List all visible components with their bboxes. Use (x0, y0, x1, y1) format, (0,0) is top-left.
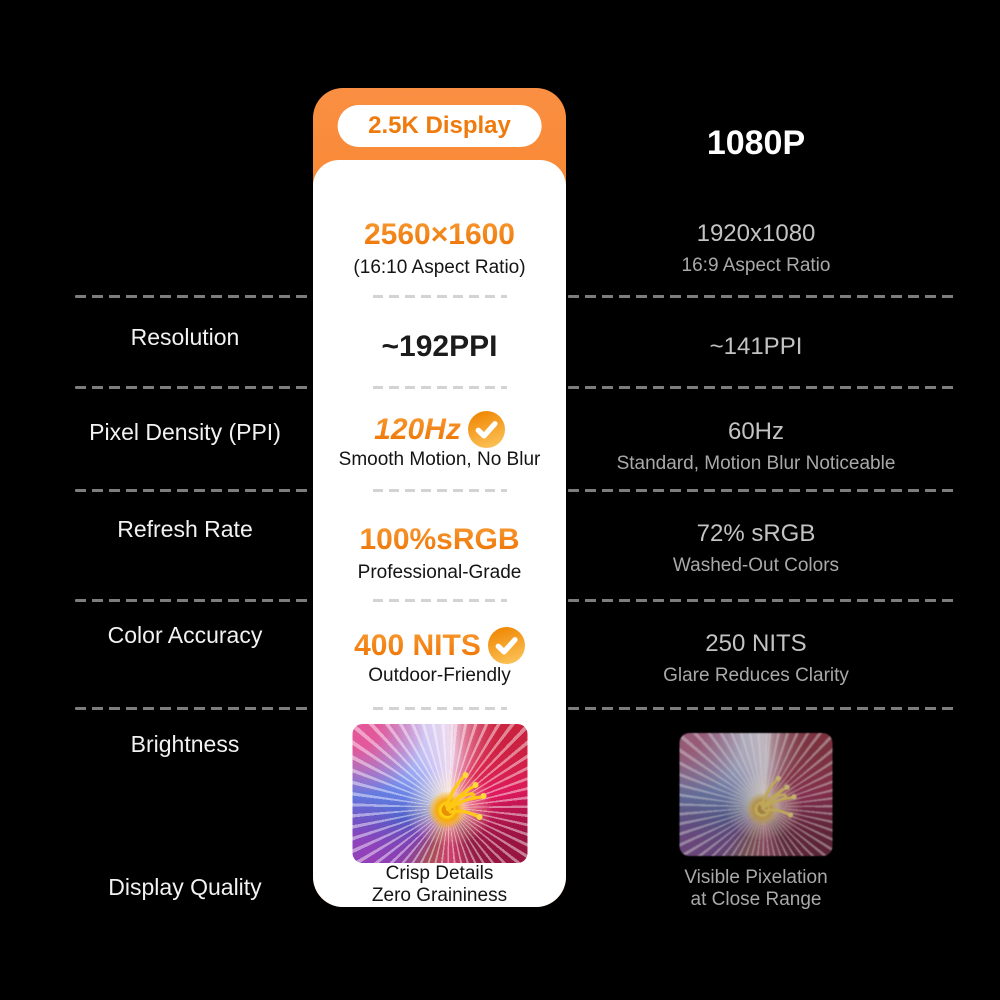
check-circle-icon (467, 411, 505, 448)
product-refresh-row: 120Hz Smooth Motion, No Blur (313, 411, 566, 471)
product-card-body: 2560×1600 (16:10 Aspect Ratio) ~192PPI 1… (313, 160, 566, 907)
product-quality-caption: Crisp Details Zero Graininess (313, 863, 566, 907)
row-divider (75, 599, 308, 602)
competitor-resolution-row: 1920x1080 16:9 Aspect Ratio (566, 220, 946, 277)
competitor-color-row: 72% sRGB Washed-Out Colors (566, 520, 946, 577)
feature-label-color-accuracy: Color Accuracy (107, 622, 263, 648)
competitor-color-caption: Washed-Out Colors (672, 555, 840, 576)
product-refresh-caption: Smooth Motion, No Blur (338, 449, 541, 470)
blurry-flower-image (679, 733, 833, 856)
feature-label-pixel-density: Pixel Density (PPI) (89, 419, 281, 445)
competitor-quality-caption: Visible Pixelation at Close Range (566, 867, 946, 911)
competitor-brightness-caption: Glare Reduces Clarity (663, 665, 849, 686)
product-refresh-value: 120Hz (374, 412, 461, 446)
competitor-refresh-row: 60Hz Standard, Motion Blur Noticeable (566, 418, 946, 475)
product-ppi-row: ~192PPI (313, 330, 566, 364)
card-row-divider (372, 599, 507, 602)
competitor-color-value: 72% sRGB (696, 520, 816, 547)
product-resolution-caption: (16:10 Aspect Ratio) (353, 257, 526, 278)
card-row-divider (372, 489, 507, 492)
feature-label-refresh-rate: Refresh Rate (117, 516, 253, 542)
row-divider (75, 707, 308, 710)
product-ppi-value: ~192PPI (381, 330, 498, 363)
row-divider (568, 295, 956, 298)
competitor-brightness-value: 250 NITS (705, 630, 807, 657)
card-row-divider (372, 707, 507, 710)
product-brightness-caption: Outdoor-Friendly (368, 665, 511, 686)
vivid-flower-image (352, 724, 527, 863)
product-brightness-value: 400 NITS (354, 628, 481, 662)
product-resolution-value: 2560×1600 (313, 218, 566, 252)
row-divider (75, 295, 308, 298)
row-divider (75, 386, 308, 389)
competitor-quality-caption-line1: Visible Pixelation (684, 867, 828, 888)
check-circle-icon (487, 627, 525, 664)
product-brightness-row: 400 NITS Outdoor-Friendly (313, 627, 566, 687)
feature-label-resolution: Resolution (130, 324, 240, 350)
product-color-caption: Professional-Grade (357, 562, 522, 583)
competitor-brightness-row: 250 NITS Glare Reduces Clarity (566, 630, 946, 687)
product-quality-caption-line1: Crisp Details (385, 863, 494, 884)
competitor-ppi-value: ~141PPI (709, 333, 803, 360)
product-resolution-row: 2560×1600 (16:10 Aspect Ratio) (313, 218, 566, 279)
product-color-value: 100%sRGB (313, 523, 566, 557)
feature-label-brightness: Brightness (130, 731, 240, 757)
product-quality-caption-line2: Zero Graininess (371, 885, 508, 907)
row-divider (75, 489, 308, 492)
competitor-refresh-caption: Standard, Motion Blur Noticeable (616, 453, 896, 474)
competitor-ppi-row: ~141PPI (566, 333, 946, 361)
competitor-resolution-caption: 16:9 Aspect Ratio (681, 255, 831, 276)
product-badge: 2.5K Display (337, 105, 542, 147)
card-row-divider (372, 295, 507, 298)
feature-labels-column: Resolution Pixel Density (PPI) Refresh R… (40, 88, 330, 907)
row-divider (568, 386, 956, 389)
product-card-2-5k: 2.5K Display 2560×1600 (16:10 Aspect Rat… (313, 88, 566, 907)
competitor-resolution-value: 1920x1080 (696, 220, 816, 247)
card-row-divider (372, 386, 507, 389)
competitor-quality-caption-line2: at Close Range (690, 889, 822, 911)
competitor-title: 1080P (706, 124, 806, 162)
feature-label-display-quality: Display Quality (108, 874, 262, 900)
row-divider (568, 599, 956, 602)
row-divider (568, 489, 956, 492)
competitor-column-1080p: 1080P 1920x1080 16:9 Aspect Ratio ~141PP… (566, 88, 946, 910)
competitor-refresh-value: 60Hz (727, 418, 785, 445)
product-color-row: 100%sRGB Professional-Grade (313, 523, 566, 584)
row-divider (568, 707, 956, 710)
